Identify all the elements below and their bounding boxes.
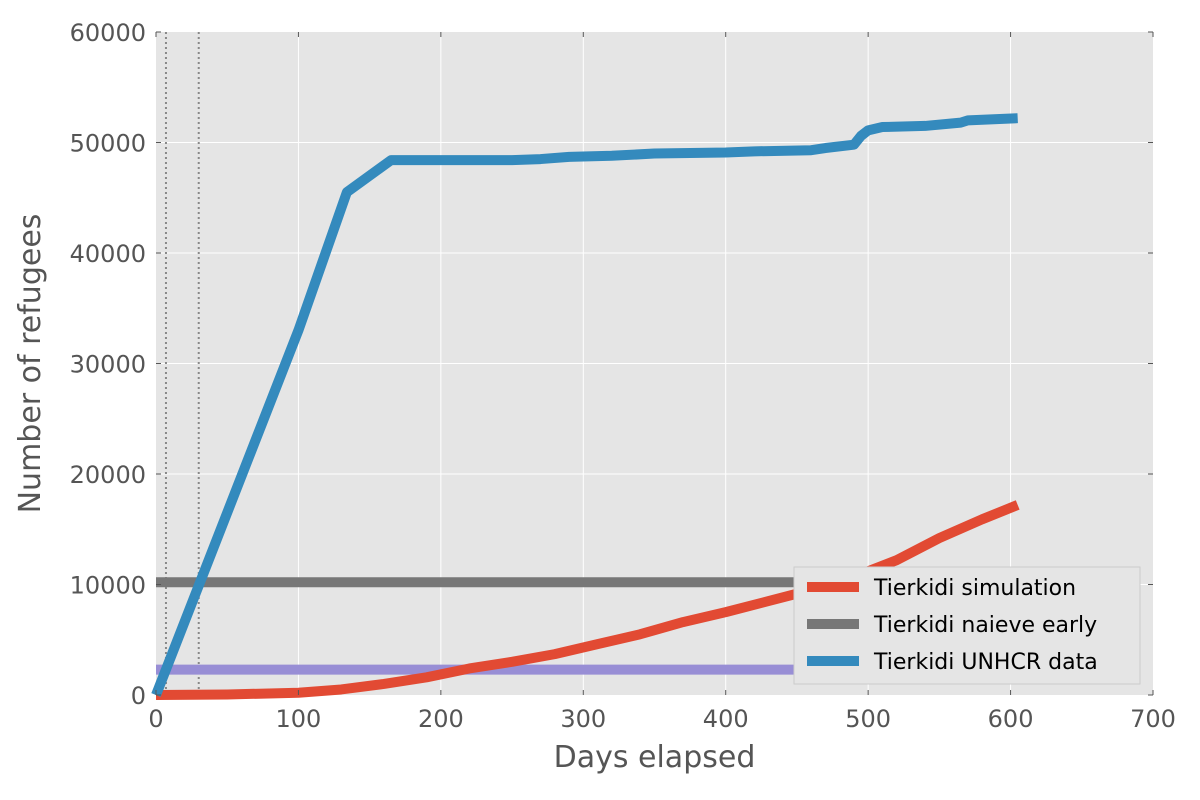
vertical-markers [164,32,200,695]
legend-label: Tierkidi UNHCR data [873,650,1098,675]
x-tick-label: 300 [560,705,606,733]
series-line-2 [151,113,1018,697]
series-line-0 [155,500,1020,700]
gridlines [156,32,1153,695]
x-tick-label: 700 [1130,705,1176,733]
y-tick-label: 30000 [70,351,146,379]
x-tick-label: 600 [988,705,1034,733]
x-axis-label: Days elapsed [554,740,756,775]
x-tick-label: 200 [418,705,464,733]
tick-labels: 0 100 200 300 400 500 600 700 0 10000 20000 30000 40… [70,19,1176,733]
legend-label: Tierkidi naieve early [873,613,1097,638]
x-tick-label: 0 [148,705,163,733]
y-tick-label: 0 [131,682,146,710]
x-tick-label: 100 [276,705,322,733]
x-tick-label: 500 [845,705,891,733]
y-tick-label: 40000 [70,240,146,268]
x-tick-label: 400 [703,705,749,733]
y-tick-label: 50000 [70,130,146,158]
legend: Tierkidi simulation Tierkidi naieve early… [793,566,1141,685]
y-tick-label: 20000 [70,461,146,489]
y-tick-label: 60000 [70,19,146,47]
legend-label: Tierkidi simulation [873,576,1076,601]
y-axis-label: Number of refugees [13,214,48,514]
y-tick-label: 10000 [70,572,146,600]
axis-ticks [155,31,1154,696]
